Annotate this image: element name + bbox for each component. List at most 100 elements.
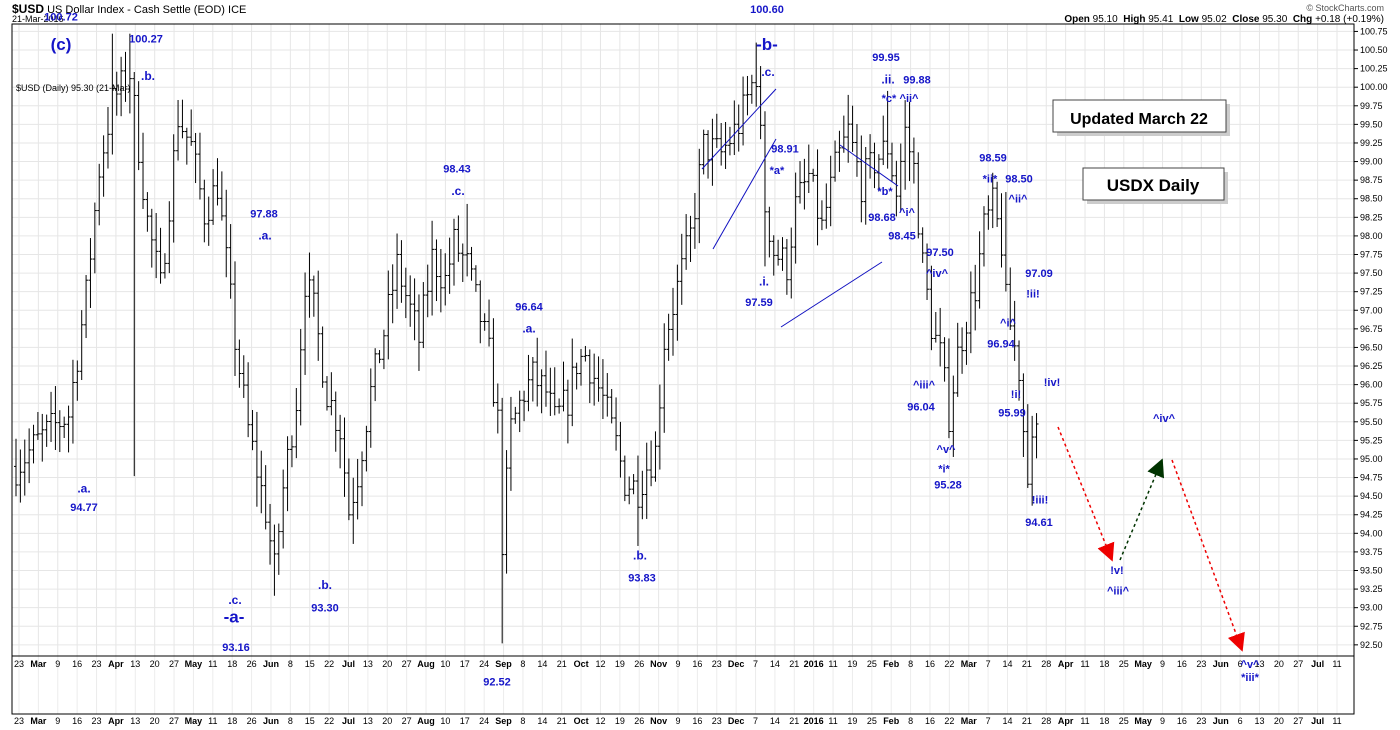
x-tick-label: 21	[1022, 659, 1032, 669]
x-tick-label: 18	[227, 659, 237, 669]
x-tick-label-lower: Dec	[728, 716, 745, 726]
x-tick-label-lower: 24	[479, 716, 489, 726]
x-tick-label-lower: 12	[595, 716, 605, 726]
updated-box: Updated March 22	[1052, 99, 1230, 136]
x-tick-label: 20	[150, 659, 160, 669]
x-tick-label: 12	[595, 659, 605, 669]
x-tick-label-lower: 17	[460, 716, 470, 726]
wave-label: !ii!	[1026, 289, 1039, 301]
wave-label: -a-	[224, 608, 245, 627]
wedge-upper-line	[701, 88, 777, 170]
x-tick-label-lower: 11	[1080, 716, 1089, 726]
x-tick-label-lower: 16	[925, 716, 935, 726]
x-tick-label: Apr	[108, 659, 124, 669]
source-credit: © StockCharts.com	[1306, 3, 1384, 13]
x-tick-label-lower: 9	[1160, 716, 1165, 726]
wave-label: 94.61	[1025, 517, 1053, 529]
wave-label: 100.72	[44, 11, 78, 23]
wave-label: .b.	[633, 548, 647, 562]
y-tick-label: 100.50	[1360, 45, 1388, 55]
x-tick-label-lower: 9	[675, 716, 680, 726]
x-tick-label: 21	[789, 659, 799, 669]
x-tick-label-lower: 25	[867, 716, 877, 726]
x-tick-label: 14	[1002, 659, 1012, 669]
y-tick-label: 96.25	[1360, 361, 1383, 371]
x-tick-label: 11	[1332, 659, 1341, 669]
y-tick-label: 98.75	[1360, 175, 1383, 185]
x-tick-label-lower: 18	[227, 716, 237, 726]
x-tick-label: 19	[847, 659, 857, 669]
usdx-daily-box: USDX Daily	[1082, 167, 1228, 204]
x-tick-label: 15	[305, 659, 315, 669]
wave-label: *c*	[882, 93, 897, 105]
wave-label: .a.	[77, 481, 90, 495]
x-tick-label-lower: Nov	[650, 716, 667, 726]
x-tick-label-lower: 20	[1274, 716, 1284, 726]
x-tick-label-lower: 6	[1238, 716, 1243, 726]
x-tick-label-lower: 26	[247, 716, 257, 726]
wave-label: 97.88	[250, 208, 278, 220]
projection-arrow-3	[1171, 459, 1245, 652]
x-tick-label-lower: Jun	[1213, 716, 1229, 726]
y-tick-label: 94.50	[1360, 491, 1383, 501]
wave-label: (c)	[51, 35, 72, 54]
x-tick-label: 28	[1041, 659, 1051, 669]
x-tick-label: 26	[247, 659, 257, 669]
x-tick-label-lower: 23	[92, 716, 102, 726]
x-tick-label: 16	[72, 659, 82, 669]
wave-label: 100.27	[129, 34, 163, 46]
y-tick-label: 93.50	[1360, 565, 1383, 575]
x-tick-label-lower: 16	[72, 716, 82, 726]
x-tick-label-lower: 27	[1293, 716, 1303, 726]
wave-label: -b-	[756, 35, 778, 54]
x-tick-label-lower: 23	[712, 716, 722, 726]
y-tick-label: 98.00	[1360, 231, 1383, 241]
wave-label: 93.83	[628, 573, 656, 585]
x-tick-label-lower: 23	[1196, 716, 1206, 726]
wave-label: .c.	[228, 593, 241, 607]
x-tick-label-lower: May	[185, 716, 203, 726]
y-tick-label: 96.00	[1360, 380, 1383, 390]
wave-label-lower: *iii*	[1241, 672, 1259, 684]
x-tick-label-lower: Feb	[883, 716, 900, 726]
x-tick-label-lower: 16	[692, 716, 702, 726]
x-tick-label-lower: 22	[324, 716, 334, 726]
x-tick-label-lower: 21	[557, 716, 567, 726]
lower-panel-frame	[11, 655, 1355, 715]
triangle-lower-line	[780, 261, 883, 328]
x-tick-label: 16	[692, 659, 702, 669]
x-tick-label-lower: 22	[944, 716, 954, 726]
x-tick-label: 25	[1119, 659, 1129, 669]
x-tick-label: 22	[324, 659, 334, 669]
wave-label: ^ii^	[1009, 193, 1029, 205]
x-tick-label: 26	[634, 659, 644, 669]
x-tick-label: 7	[753, 659, 758, 669]
x-tick-label-lower: 16	[1177, 716, 1187, 726]
wave-label: 98.68	[868, 212, 896, 224]
x-tick-label-lower: 14	[770, 716, 780, 726]
wave-label: 97.09	[1025, 268, 1053, 280]
x-tick-label: 17	[460, 659, 470, 669]
wave-label: 97.50	[926, 247, 954, 259]
x-tick-label-lower: May	[1134, 716, 1152, 726]
wave-label: *i*	[938, 463, 950, 475]
wave-label: !v!	[1110, 565, 1123, 577]
projection-arrow-2	[1119, 458, 1165, 561]
x-tick-label: 23	[92, 659, 102, 669]
x-tick-label: 24	[479, 659, 489, 669]
x-tick-label-lower: 27	[402, 716, 412, 726]
x-tick-label-lower: 25	[1119, 716, 1129, 726]
x-tick-label: Aug	[417, 659, 435, 669]
wave-label: .a.	[258, 229, 271, 243]
wave-label: .b.	[141, 69, 155, 83]
y-tick-label: 99.50	[1360, 119, 1383, 129]
wave-label: 98.91	[771, 144, 799, 156]
y-tick-label: 96.75	[1360, 324, 1383, 334]
wave-label: 93.30	[311, 602, 339, 614]
x-tick-label: 14	[537, 659, 547, 669]
x-tick-label: 20	[382, 659, 392, 669]
x-tick-label-lower: 11	[208, 716, 217, 726]
x-tick-label-lower: 21	[1022, 716, 1032, 726]
x-tick-label: 16	[925, 659, 935, 669]
